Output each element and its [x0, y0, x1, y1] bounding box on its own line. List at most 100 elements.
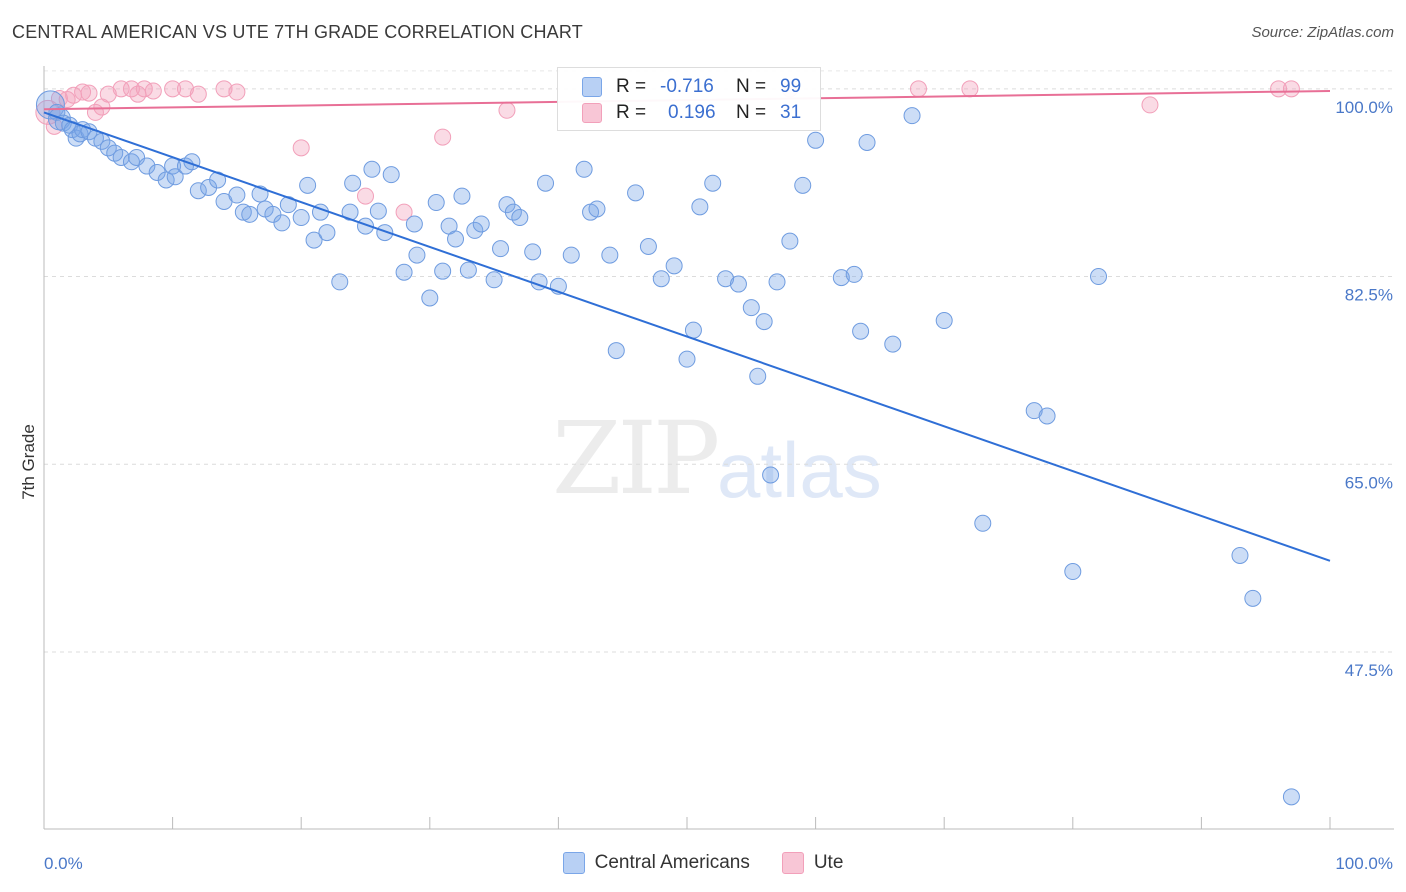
ute-point — [80, 84, 98, 102]
central-americans-point — [1231, 546, 1249, 564]
central-americans-point — [234, 203, 252, 221]
central-americans-point — [884, 335, 902, 353]
central-americans-point — [832, 269, 850, 287]
legend-r-value: -0.716 — [660, 76, 714, 97]
central-americans-point — [935, 312, 953, 330]
chart-title: CENTRAL AMERICAN VS UTE 7TH GRADE CORREL… — [12, 22, 583, 42]
central-americans-point — [845, 265, 863, 283]
central-americans-point — [453, 187, 471, 205]
central-americans-point — [704, 174, 722, 192]
ute-point — [357, 187, 374, 205]
ute-point — [961, 80, 979, 98]
central-americans-point — [562, 246, 580, 264]
central-americans-point — [408, 246, 426, 264]
central-americans-point — [472, 215, 490, 233]
central-americans-point — [717, 270, 735, 288]
central-americans-point — [974, 514, 992, 532]
y-tick-label: 65.0% — [1345, 473, 1393, 492]
grid-lines — [44, 70, 1394, 653]
central-americans-point — [588, 200, 606, 218]
central-americans-point — [112, 148, 130, 166]
central-americans-point — [363, 160, 381, 178]
central-americans-point — [652, 270, 670, 288]
y-tick-label: 82.5% — [1345, 286, 1393, 305]
y-tick-label: 100.0% — [1335, 98, 1393, 117]
central-americans-point — [749, 367, 767, 385]
central-americans-point — [189, 182, 207, 200]
central-americans-points — [35, 90, 1300, 806]
x-tick-label: 100.0% — [1335, 854, 1393, 873]
tick-labels: 100.0% 82.5% 65.0% 47.5% 0.0% 100.0% — [44, 98, 1393, 873]
central-americans-point — [405, 215, 423, 233]
central-americans-point — [903, 107, 921, 125]
ute-point — [1282, 80, 1300, 98]
ute-point — [112, 80, 130, 98]
legend-n-value: 99 — [780, 76, 802, 97]
ute-point — [176, 80, 194, 98]
legend-r-label: R = — [616, 102, 647, 123]
central-americans-point — [807, 131, 825, 149]
central-americans-point — [524, 243, 542, 261]
central-americans-point — [607, 342, 625, 360]
central-americans-point — [781, 232, 799, 250]
watermark-atlas: atlas — [717, 426, 882, 514]
chart-source: Source: ZipAtlas.com — [1251, 24, 1394, 41]
central-americans-point — [665, 257, 683, 275]
central-americans-point — [157, 171, 175, 189]
ute-point — [909, 80, 927, 98]
central-americans-point — [331, 273, 349, 291]
legend-row-ute: R = 0.196 N = 31 — [582, 100, 801, 126]
central-americans-point — [305, 231, 323, 249]
central-americans-point — [1090, 268, 1108, 286]
correlation-legend: R = -0.716 N = 99 R = 0.196 N = 31 — [557, 67, 821, 131]
central-americans-point — [138, 157, 156, 175]
legend-label: Ute — [813, 852, 844, 873]
ute-point — [74, 83, 92, 101]
central-americans-point — [299, 176, 317, 194]
legend-row-central-americans: R = -0.716 N = 99 — [582, 74, 801, 100]
central-americans-point — [678, 350, 696, 368]
central-americans-point — [395, 263, 413, 281]
central-americans-point — [54, 114, 72, 132]
ute-point — [434, 128, 452, 146]
central-americans-point — [691, 198, 709, 216]
legend-n-label: N = — [736, 76, 767, 97]
central-americans-point — [292, 209, 310, 227]
central-americans-point — [35, 90, 65, 120]
central-americans-point — [1282, 788, 1300, 806]
central-americans-point — [852, 322, 870, 340]
central-americans-point — [492, 240, 510, 258]
ute-point — [395, 203, 413, 221]
y-axis-label: 7th Grade — [19, 424, 38, 500]
ute-point — [99, 85, 117, 103]
central-americans-point — [466, 221, 484, 239]
ute-point — [144, 82, 162, 100]
central-americans-point — [729, 275, 747, 293]
central-americans-point — [434, 262, 452, 280]
ute-point — [1141, 96, 1159, 114]
central-americans-point — [241, 205, 259, 223]
central-americans-point — [1025, 402, 1043, 420]
central-americans-point — [684, 321, 702, 339]
central-americans-point — [742, 299, 760, 317]
central-americans-point — [511, 209, 529, 227]
central-americans-point — [318, 224, 336, 242]
legend-r-value: 0.196 — [668, 102, 716, 123]
central-americans-point — [762, 466, 780, 484]
ute-point — [498, 101, 516, 119]
legend-swatch-pink — [781, 852, 804, 874]
ute-point — [1270, 80, 1288, 98]
series-legend: Central Americans Ute — [0, 852, 1406, 874]
central-americans-point — [794, 176, 812, 194]
legend-item-central-americans: Central Americans — [562, 852, 750, 874]
central-americans-point — [228, 186, 246, 204]
ute-point — [228, 83, 246, 101]
central-americans-point — [369, 202, 387, 220]
central-americans-point — [627, 184, 645, 202]
central-americans-point — [421, 289, 439, 307]
legend-item-ute: Ute — [781, 852, 844, 874]
axes — [43, 66, 1394, 830]
central-americans-point — [273, 214, 291, 232]
central-americans-point — [1244, 589, 1262, 607]
